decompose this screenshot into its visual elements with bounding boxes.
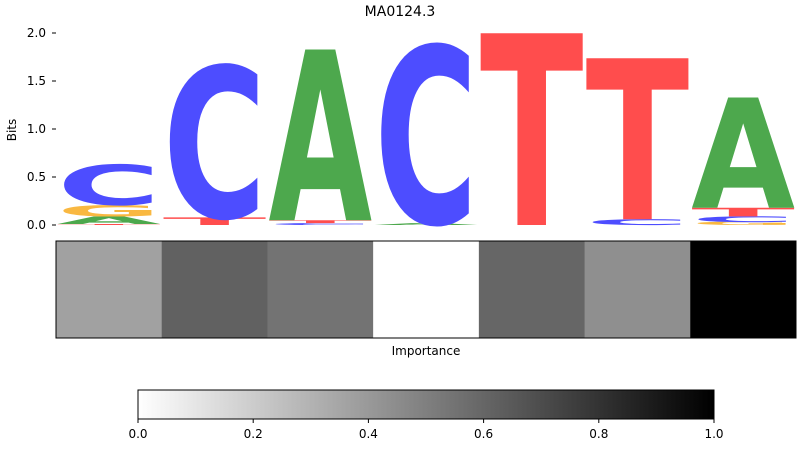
logo-letter-t: T <box>480 0 584 287</box>
heatmap-cell <box>690 241 797 338</box>
heatmap-cell <box>267 241 374 338</box>
logo-title: MA0124.3 <box>365 4 436 20</box>
colorbar-tick-label: 0.8 <box>589 427 608 441</box>
logo-letter-a: A <box>268 3 372 276</box>
heatmap-cell <box>56 241 163 338</box>
logo-letter-c: C <box>57 154 161 218</box>
heatmap-cell <box>373 241 480 338</box>
y-axis: 0.0 0.5 1.0 1.5 2.0 <box>27 26 56 232</box>
y-axis-label: Bits <box>5 119 19 142</box>
colorbar-tick-label: 0.4 <box>359 427 378 441</box>
colorbar-frame <box>137 389 715 420</box>
logo-letter-g: G <box>57 202 161 220</box>
logo-letter-t: T <box>691 205 795 219</box>
y-tick-label: 0.5 <box>27 170 46 184</box>
colorbar-tick-label: 0.2 <box>244 427 263 441</box>
y-tick-label: 1.0 <box>27 122 46 136</box>
colorbar-gradient <box>138 390 714 419</box>
heatmap-frame <box>55 240 797 339</box>
logo-letter-c: C <box>691 215 795 224</box>
y-tick-label: 2.0 <box>27 26 46 40</box>
colorbar-tick-label: 0.6 <box>474 427 493 441</box>
logo-letter-c: C <box>268 223 372 226</box>
logo-letter-c: C <box>163 24 267 266</box>
importance-heatmap: Importance <box>55 240 797 358</box>
heatmap-cell <box>161 241 268 338</box>
logo-letter-t: T <box>586 14 690 272</box>
logo-letter-a: A <box>374 223 478 226</box>
logo-letter-t: T <box>163 215 267 227</box>
heatmap-cell <box>478 241 586 338</box>
y-tick-label: 1.5 <box>27 74 46 88</box>
colorbar-tick-label: 0.0 <box>128 427 147 441</box>
heatmap-xlabel: Importance <box>392 344 461 358</box>
logo-letter-g: G <box>691 221 795 226</box>
colorbar-tick-label: 1.0 <box>704 427 723 441</box>
colorbar: 0.0 0.2 0.4 0.6 0.8 1.0 <box>128 389 724 441</box>
logo-letter-t: T <box>268 219 372 224</box>
logo-letter-a: A <box>691 67 795 244</box>
heatmap-cell <box>584 241 691 338</box>
y-tick-label: 0.0 <box>27 218 46 232</box>
logo-letter-a: A <box>57 214 161 226</box>
logo-letter-c: C <box>374 0 478 281</box>
logo-letter-t: T <box>57 224 161 226</box>
logo-letter-c: C <box>586 218 690 227</box>
